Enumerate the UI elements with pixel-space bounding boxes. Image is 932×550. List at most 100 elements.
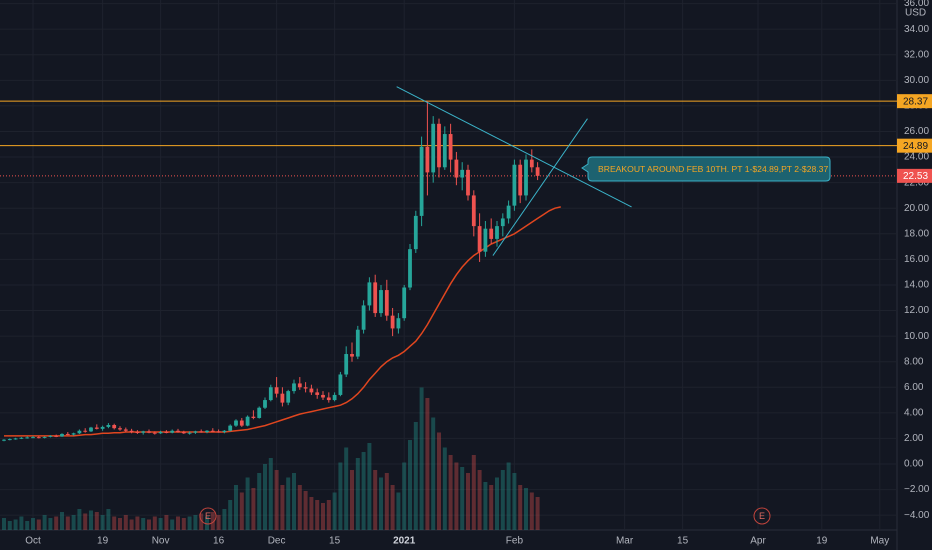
y-tick-label: 26.00 — [904, 126, 929, 137]
volume-bar — [245, 477, 250, 530]
volume-bar — [489, 485, 494, 530]
candle-body — [413, 215, 418, 250]
trendline — [396, 86, 632, 208]
volume-bar — [19, 516, 24, 530]
candle-body — [419, 146, 424, 216]
trendlines — [396, 86, 632, 256]
candle-body — [77, 430, 82, 434]
volume-bar — [170, 519, 175, 530]
earnings-label: E — [759, 511, 765, 521]
candle-body — [42, 436, 47, 438]
candle-body — [158, 432, 163, 434]
volume-bar — [274, 470, 279, 530]
volume-bar — [2, 518, 6, 530]
volume-bar — [286, 477, 291, 530]
volume-bar — [535, 497, 540, 530]
volume-bar — [332, 492, 337, 530]
candle-body — [390, 315, 395, 329]
volume-bar — [292, 473, 296, 530]
candle-body — [251, 416, 256, 418]
candle-body — [303, 387, 308, 389]
candle-body — [292, 383, 296, 392]
price-level-tag — [897, 168, 932, 183]
candle-body — [408, 249, 412, 288]
candle-body — [321, 394, 325, 398]
candle-body — [164, 432, 169, 434]
volume-bar — [216, 515, 221, 530]
y-tick-label: 32.00 — [904, 49, 929, 60]
y-tick-label: 14.00 — [904, 280, 929, 291]
candle-body — [31, 437, 35, 439]
candle-body — [48, 435, 53, 437]
candle-body — [326, 397, 331, 401]
candle-body — [141, 431, 146, 433]
volume-bar — [280, 485, 285, 530]
volume-bar — [112, 516, 117, 530]
candle-body — [471, 195, 476, 227]
candle-body — [210, 430, 215, 432]
candle-body — [448, 134, 453, 160]
y-tick-label: 34.00 — [904, 24, 929, 35]
earnings-markers: E E — [199, 507, 771, 525]
price-level-tag — [897, 138, 932, 153]
y-tick-label: 12.00 — [904, 305, 929, 316]
volume-bar — [466, 473, 470, 530]
volume-bar — [152, 516, 157, 530]
candle-body — [379, 290, 383, 314]
candle-body — [263, 400, 267, 408]
volume-bar — [483, 482, 488, 530]
axes: 36.0034.0032.0030.0028.0026.0024.0022.00… — [25, 0, 932, 547]
volume-bar — [390, 485, 395, 530]
candle-body — [222, 430, 227, 433]
volume-bar — [442, 447, 447, 530]
volume — [2, 387, 540, 530]
candle-body — [234, 420, 238, 426]
volume-bar — [373, 470, 378, 530]
volume-bar — [193, 515, 198, 530]
volume-bar — [106, 509, 111, 530]
candle-body — [355, 329, 360, 357]
y-tick-label: 16.00 — [904, 254, 929, 265]
x-tick-label: 19 — [97, 536, 109, 547]
volume-bar — [460, 467, 465, 530]
volume-bar — [518, 485, 523, 530]
candle-body — [286, 391, 291, 403]
candle-body — [89, 427, 93, 432]
earnings-circle — [199, 507, 217, 525]
volume-bar — [500, 470, 505, 530]
volume-bar — [309, 497, 314, 530]
volume-bar — [425, 398, 430, 530]
y-tick-label: −4.00 — [904, 510, 930, 521]
volume-bar — [129, 519, 134, 530]
volume-bar — [315, 500, 320, 530]
candle-body — [205, 430, 209, 433]
candle-body — [529, 159, 534, 168]
x-tick-label: Nov — [152, 536, 170, 547]
price-level-tag — [897, 94, 932, 109]
volume-bar — [42, 515, 47, 530]
volume-bar — [297, 485, 302, 530]
volume-bar — [94, 512, 99, 530]
volume-bar — [228, 500, 233, 530]
volume-bar — [524, 488, 528, 530]
candle-body — [19, 437, 24, 439]
y-tick-label: 6.00 — [904, 382, 924, 393]
candle-body — [425, 146, 430, 173]
annotation: BREAKOUT AROUND FEB 10TH. PT 1-$24.89,PT… — [581, 156, 831, 182]
candle-body — [245, 416, 250, 426]
volume-bar — [222, 509, 227, 530]
volume-bar — [303, 491, 308, 530]
candle-body — [176, 430, 180, 433]
x-tick-label: Feb — [506, 536, 524, 547]
volume-bar — [471, 455, 476, 530]
candle-body — [361, 305, 366, 330]
volume-bar — [118, 518, 122, 530]
x-tick-label: Apr — [750, 536, 766, 547]
candle-body — [106, 424, 111, 427]
volume-bar — [31, 518, 35, 530]
candle-body — [112, 424, 117, 429]
volume-bar — [413, 422, 418, 530]
volume-bar — [454, 462, 459, 530]
